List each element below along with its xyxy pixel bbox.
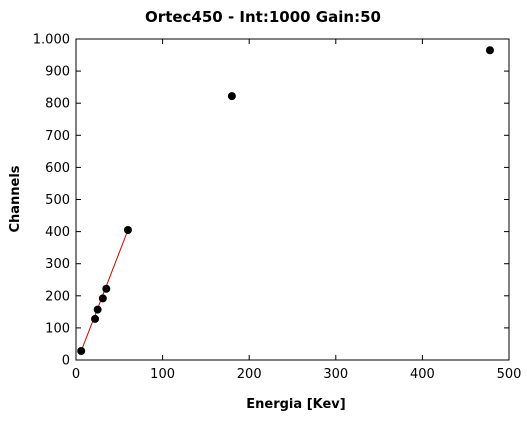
plot-area <box>75 38 510 361</box>
x-tick-label: 300 <box>323 367 348 382</box>
y-tick-label: 0 <box>62 354 70 369</box>
data-point <box>98 294 107 303</box>
y-tick-label: 900 <box>45 65 70 80</box>
x-tick-label: 500 <box>497 367 522 382</box>
x-tick-label: 400 <box>410 367 435 382</box>
y-tick-label: 200 <box>45 289 70 304</box>
y-tick-label: 600 <box>45 161 70 176</box>
y-tick-label: 1.000 <box>33 33 70 48</box>
plot-frame <box>75 38 510 361</box>
y-tick-label: 800 <box>45 97 70 112</box>
y-tick-label: 500 <box>45 193 70 208</box>
y-tick-label: 100 <box>45 321 70 336</box>
chart-title: Ortec450 - Int:1000 Gain:50 <box>145 8 381 26</box>
y-tick-label: 700 <box>45 129 70 144</box>
x-tick-label: 100 <box>150 367 175 382</box>
data-point <box>123 225 132 234</box>
series-layer <box>77 46 494 356</box>
x-axis-label: Energia [Kev] <box>246 397 345 412</box>
data-point <box>485 46 494 55</box>
x-tick-label: 200 <box>237 367 262 382</box>
data-point <box>91 314 100 323</box>
data-point <box>77 347 86 356</box>
y-axis: 0 100 200 300 400 500 600 700 800 900 1.000 <box>33 33 509 369</box>
data-point <box>227 92 236 101</box>
y-axis-label: Channels <box>8 165 23 232</box>
data-point <box>102 284 111 293</box>
x-axis: 0 100 200 300 400 500 <box>72 39 522 382</box>
y-tick-label: 300 <box>45 257 70 272</box>
y-tick-label: 400 <box>45 225 70 240</box>
x-tick-label: 0 <box>72 367 80 382</box>
data-point <box>93 305 102 314</box>
